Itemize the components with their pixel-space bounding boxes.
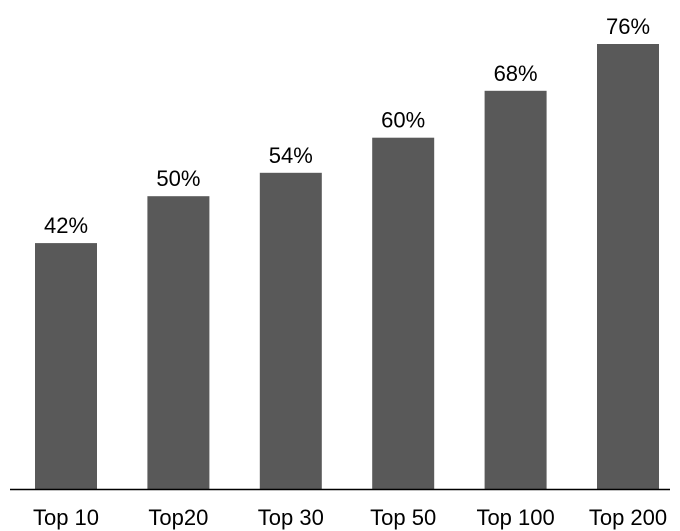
bar-6 xyxy=(597,44,659,489)
data-label-1: 42% xyxy=(44,213,88,238)
bar-3 xyxy=(260,173,322,489)
bar-5 xyxy=(485,91,547,489)
x-tick-label-3: Top 30 xyxy=(258,505,324,530)
x-tick-label-1: Top 10 xyxy=(33,505,99,530)
bar-1 xyxy=(35,243,97,489)
bars-group xyxy=(35,44,659,489)
data-labels-group: 42% 50% 54% 60% 68% 76% xyxy=(44,14,650,238)
x-tick-label-6: Top 200 xyxy=(589,505,667,530)
x-tick-label-5: Top 100 xyxy=(476,505,554,530)
data-label-3: 54% xyxy=(269,143,313,168)
data-label-5: 68% xyxy=(494,61,538,86)
data-label-2: 50% xyxy=(156,166,200,191)
bar-4 xyxy=(372,138,434,489)
x-tick-labels-group: Top 10 Top20 Top 30 Top 50 Top 100 Top 200 xyxy=(33,505,667,530)
bar-2 xyxy=(147,196,209,489)
data-label-6: 76% xyxy=(606,14,650,39)
x-tick-label-2: Top20 xyxy=(148,505,208,530)
x-tick-label-4: Top 50 xyxy=(370,505,436,530)
data-label-4: 60% xyxy=(381,108,425,133)
